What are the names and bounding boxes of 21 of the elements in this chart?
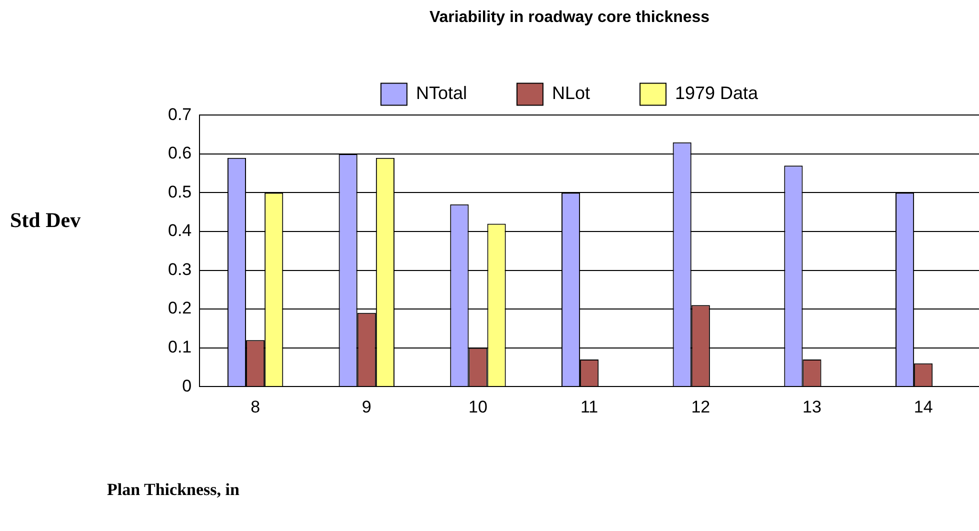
y-tick-label: 0.6	[168, 144, 192, 163]
x-tick-label: 10	[468, 397, 488, 416]
legend-label: NLot	[552, 83, 590, 104]
y-tick-label: 0.1	[168, 338, 192, 357]
x-tick-label: 8	[250, 397, 260, 416]
y-tick-label: 0.2	[168, 298, 192, 318]
y-tick-label: 0	[182, 376, 192, 396]
y-axis-title: Std Dev	[10, 208, 81, 233]
x-tick-label: 11	[580, 397, 598, 416]
y-tick-label: 0.7	[168, 104, 192, 124]
y-tick-label: 0.4	[168, 221, 192, 240]
legend-label: NTotal	[416, 83, 467, 104]
chart-title: Variability in roadway core thickness	[429, 9, 710, 26]
x-tick-label: 12	[691, 397, 710, 416]
y-tick-label: 0.5	[168, 182, 192, 202]
x-tick-label: 13	[802, 397, 822, 416]
x-axis-title: Plan Thickness, in	[107, 480, 240, 500]
legend-label: 1979 Data	[674, 83, 760, 104]
x-tick-label: 14	[914, 397, 933, 416]
y-tick-label: 0.3	[168, 260, 192, 279]
x-tick-label: 9	[362, 397, 372, 416]
